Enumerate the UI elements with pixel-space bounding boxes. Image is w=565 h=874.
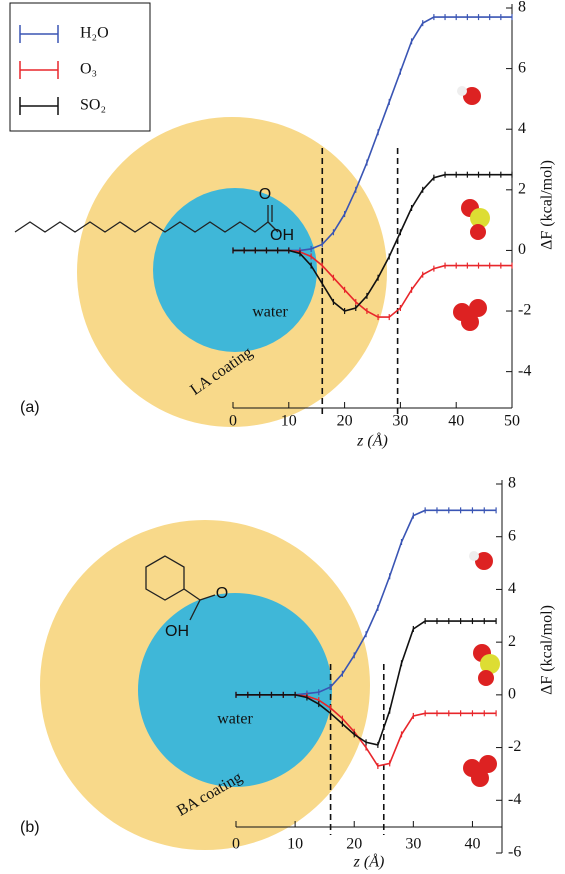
x-tick-label: 40	[464, 836, 480, 853]
x-tick-label: 10	[281, 413, 297, 430]
legend-label: H₂O	[80, 25, 109, 42]
x-tick-label: 20	[346, 836, 362, 853]
molecule-icons	[453, 86, 500, 787]
bond	[199, 594, 216, 601]
x-axis-label: z (Å)	[356, 432, 388, 450]
y-tick-label: 4	[518, 120, 526, 137]
annotation: OH	[165, 623, 189, 640]
y-axis-label: ΔF (kcal/mol)	[539, 160, 556, 250]
x-tick-label: 40	[448, 413, 464, 430]
panel-label: (a)	[20, 399, 40, 416]
legend-label: SO₂	[80, 97, 106, 114]
legend-label: O₃	[80, 61, 97, 78]
x-tick-label: 0	[229, 413, 237, 430]
panel-label: (b)	[20, 819, 40, 836]
y-tick-label: -6	[508, 844, 521, 861]
bond	[267, 221, 279, 233]
annotation: water	[217, 711, 253, 728]
y-tick-label: 8	[508, 475, 516, 492]
x-tick-label: 20	[337, 413, 353, 430]
y-tick-label: -2	[508, 738, 521, 755]
annotation: O	[259, 186, 271, 203]
y-tick-label: 2	[518, 180, 526, 197]
y-tick-label: 8	[518, 0, 526, 16]
annotation: OH	[270, 227, 294, 244]
y-axis-label: ΔF (kcal/mol)	[539, 605, 556, 695]
legend-symbol	[19, 97, 59, 115]
bond	[183, 588, 201, 601]
water-circle	[153, 188, 317, 352]
legend-box	[9, 2, 151, 132]
y-tick-label: 0	[508, 686, 516, 703]
x-tick-label: 50	[504, 413, 520, 430]
legend-symbol	[19, 61, 59, 79]
y-tick-label: 2	[508, 633, 516, 650]
annotation: water	[252, 304, 288, 321]
x-tick-label: 30	[392, 413, 408, 430]
x-tick-label: 10	[287, 836, 303, 853]
y-tick-label: 0	[518, 241, 526, 258]
molecule	[145, 555, 185, 601]
y-tick-label: 6	[508, 527, 516, 544]
bond	[189, 599, 201, 621]
x-tick-label: 0	[232, 836, 240, 853]
x-axis-label: z (Å)	[353, 853, 385, 871]
y-tick-label: 4	[508, 580, 516, 597]
water-circle	[138, 593, 332, 787]
x-tick-label: 30	[405, 836, 421, 853]
annotation: O	[216, 585, 228, 602]
y-tick-label: -2	[518, 302, 531, 319]
y-tick-label: 6	[518, 59, 526, 76]
y-tick-label: -4	[518, 362, 531, 379]
y-tick-label: -4	[508, 791, 521, 808]
molecule	[14, 221, 269, 233]
series-line	[233, 173, 512, 312]
legend-symbol	[19, 25, 59, 43]
